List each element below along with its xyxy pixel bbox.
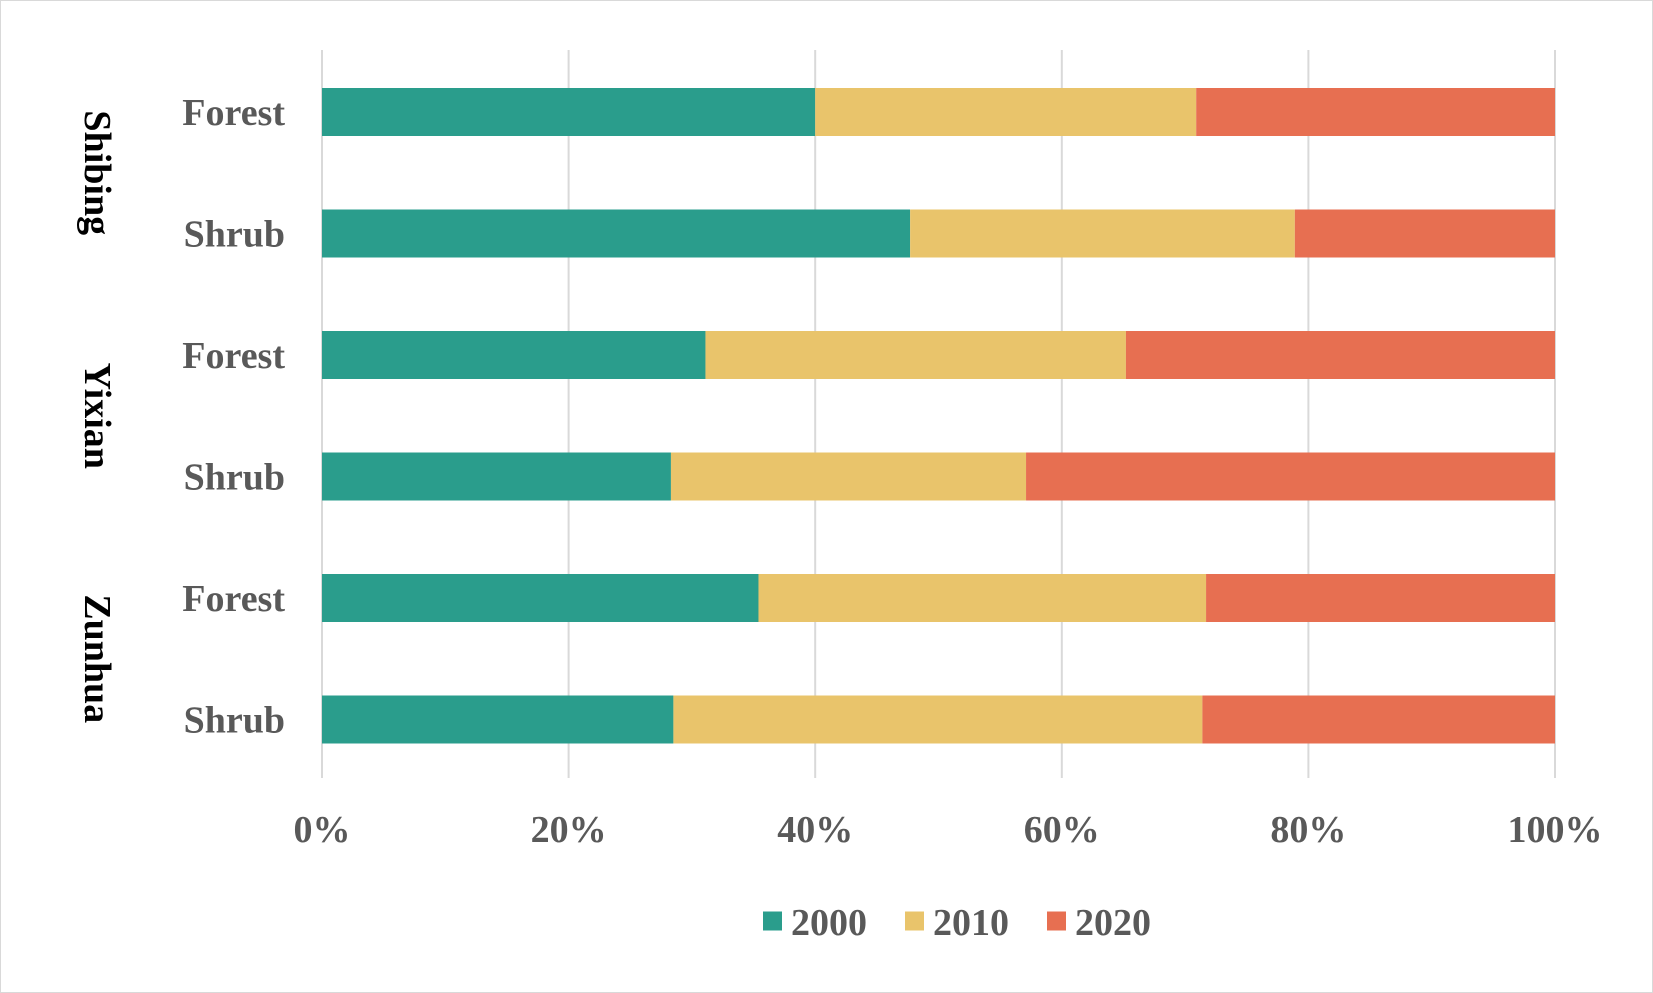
- labels: 0% 20% 40% 60% 80% 100% Forest Shrub Forest Shrub…: [76, 92, 1603, 851]
- bar-segment-2020: [1026, 452, 1555, 501]
- legend-label: 2020: [1075, 902, 1151, 944]
- x-tick-label: 60%: [1024, 809, 1100, 851]
- bar-segment-2000: [322, 209, 911, 258]
- legend-swatch: [763, 911, 782, 931]
- x-tick-label: 0%: [294, 809, 351, 851]
- bar-segment-2000: [322, 88, 816, 136]
- bar-segment-2010: [673, 695, 1203, 744]
- bar-segment-2010: [758, 574, 1207, 622]
- bar-segment-2000: [322, 574, 759, 622]
- bar-segment-2020: [1294, 209, 1555, 258]
- group-label: Shibing: [76, 110, 118, 235]
- bar-segment-2000: [322, 452, 671, 501]
- category-label: Forest: [182, 92, 285, 134]
- bar-segment-2010: [670, 452, 1027, 501]
- bar-segment-2010: [815, 88, 1197, 136]
- bar-segment-2020: [1125, 331, 1555, 379]
- gridlines: [321, 50, 1556, 778]
- bar-segment-2020: [1202, 695, 1555, 744]
- x-tick-label: 100%: [1508, 809, 1603, 851]
- legend-label: 2010: [933, 902, 1009, 944]
- bar-segment-2010: [910, 209, 1295, 258]
- bar-segment-2020: [1196, 88, 1555, 136]
- group-label: Zunhua: [76, 594, 118, 723]
- legend-swatch: [905, 911, 924, 931]
- category-label: Forest: [182, 578, 285, 620]
- category-label: Shrub: [184, 700, 285, 742]
- bars: [322, 88, 1555, 744]
- group-label: Yixian: [76, 363, 118, 469]
- category-label: Shrub: [184, 214, 285, 256]
- legend-swatch: [1047, 911, 1066, 931]
- bar-segment-2010: [705, 331, 1126, 379]
- category-label: Forest: [182, 335, 285, 377]
- bar-segment-2000: [322, 695, 674, 744]
- x-tick-label: 40%: [777, 809, 853, 851]
- category-label: Shrub: [184, 457, 285, 499]
- bar-segment-2020: [1206, 574, 1555, 622]
- bar-segment-2000: [322, 331, 706, 379]
- legend-label: 2000: [791, 902, 867, 944]
- legend: 2000 2010 2020: [763, 902, 1151, 944]
- x-tick-label: 20%: [531, 809, 607, 851]
- x-tick-label: 80%: [1270, 809, 1346, 851]
